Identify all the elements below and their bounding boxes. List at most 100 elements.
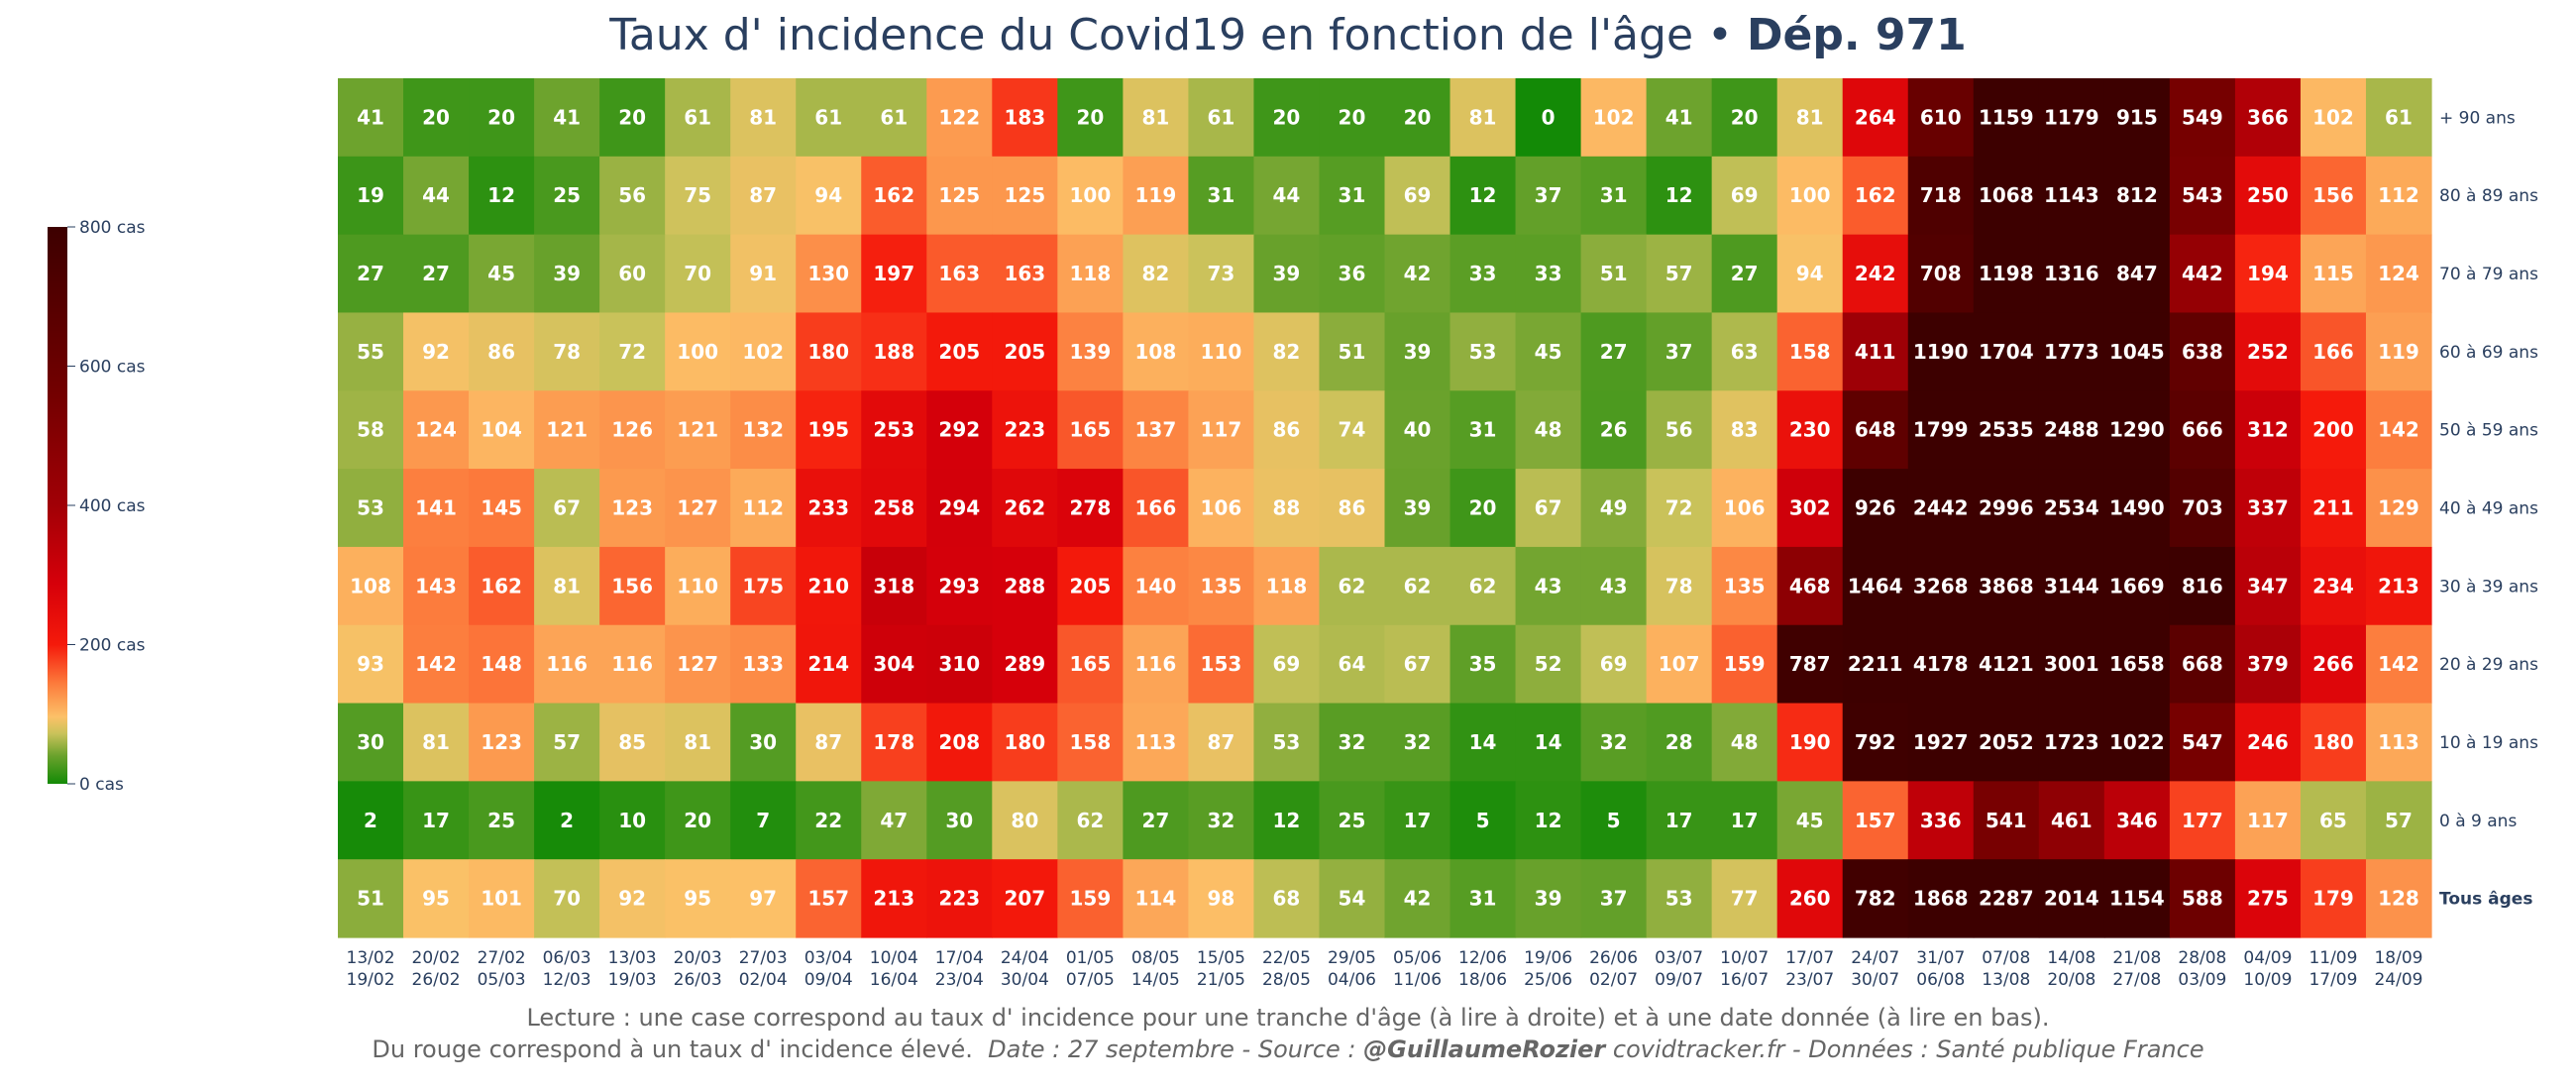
- heatmap-cell: [338, 781, 404, 860]
- heatmap-cell: [1319, 234, 1386, 314]
- cell-value-label: 116: [611, 652, 653, 676]
- heatmap-cell: [1711, 78, 1778, 158]
- cell-value-label: 468: [1789, 574, 1831, 598]
- cell-value-label: 14: [1535, 730, 1562, 754]
- x-tick-label: 31/07 06/08: [1916, 948, 1965, 990]
- cell-value-label: 157: [807, 887, 849, 911]
- heatmap-cell: [992, 234, 1058, 314]
- cell-value-label: 148: [481, 652, 522, 676]
- cell-value-label: 19: [357, 183, 384, 207]
- cell-value-label: 80: [1011, 809, 1038, 832]
- heatmap-cell: [2169, 546, 2236, 626]
- cell-value-label: 100: [1069, 183, 1111, 207]
- cell-value-label: 78: [553, 340, 581, 364]
- heatmap-cell: [1842, 78, 1909, 158]
- cell-value-label: 302: [1789, 496, 1831, 520]
- heatmap-cell: [534, 624, 600, 705]
- heatmap-cell: [469, 156, 535, 236]
- x-tick-start-date: 03/04: [805, 948, 853, 968]
- heatmap-cell: [1711, 859, 1778, 938]
- heatmap-cell: [1123, 781, 1190, 860]
- cell-value-label: 1068: [1979, 183, 2034, 207]
- cell-value-label: 42: [1404, 262, 1432, 285]
- heatmap-cell: [1123, 624, 1190, 705]
- cell-value-label: 40: [1404, 418, 1432, 442]
- cell-value-label: 91: [749, 262, 777, 285]
- heatmap-cell: [1253, 78, 1321, 158]
- cell-value-label: 82: [1141, 262, 1169, 285]
- cell-value-label: 112: [742, 496, 784, 520]
- heatmap-cell: [2103, 781, 2171, 860]
- x-tick-start-date: 26/06: [1589, 948, 1638, 968]
- cell-value-label: 208: [938, 730, 980, 754]
- cell-value-label: 98: [1207, 887, 1234, 911]
- heatmap-cell: [861, 624, 927, 705]
- heatmap-cell: [2234, 156, 2302, 236]
- x-tick-start-date: 06/03: [543, 948, 591, 968]
- cell-value-label: 178: [873, 730, 914, 754]
- heatmap-cell: [2365, 469, 2432, 548]
- heatmap-cell: [1123, 546, 1190, 626]
- heatmap-cell: [2234, 781, 2302, 860]
- x-tick-start-date: 10/04: [870, 948, 918, 968]
- heatmap-cell: [2169, 781, 2236, 860]
- heatmap-cell: [338, 78, 404, 158]
- colorbar: 0 cas 200 cas 400 cas 600 cas 800 cas: [48, 218, 146, 795]
- heatmap-cell: [2038, 624, 2105, 705]
- cell-value-label: 60: [618, 262, 646, 285]
- cell-value-label: 20: [1731, 105, 1759, 129]
- heatmap-cell: [1057, 624, 1124, 705]
- cell-value-label: 33: [1535, 262, 1562, 285]
- cell-value-label: 119: [1135, 183, 1177, 207]
- cell-value-label: 114: [1135, 887, 1177, 911]
- cell-value-label: 32: [1404, 730, 1432, 754]
- heatmap-cell: [2103, 703, 2171, 782]
- heatmap-cell: [403, 624, 470, 705]
- heatmap-cell: [1515, 156, 1582, 236]
- x-tick-label: 24/04 30/04: [1001, 948, 1049, 990]
- cell-value-label: 549: [2182, 105, 2223, 129]
- x-axis-labels: 13/02 19/02 20/02 26/02 27/02 05/03 06/03 12/03…: [347, 948, 2423, 990]
- heatmap-cell: [403, 312, 470, 391]
- heatmap-cell: [534, 859, 600, 938]
- cell-value-label: 72: [618, 340, 646, 364]
- cell-value-label: 20: [618, 105, 646, 129]
- heatmap-cell: [1842, 859, 1909, 938]
- cell-value-label: 275: [2247, 887, 2289, 911]
- y-tick-label: + 90 ans: [2439, 108, 2516, 128]
- heatmap-cell: [1449, 78, 1517, 158]
- heatmap-cell: [1188, 546, 1255, 626]
- heatmap-cell: [1515, 703, 1582, 782]
- heatmap-cell: [1842, 469, 1909, 548]
- cell-value-label: 57: [553, 730, 581, 754]
- cell-value-label: 195: [807, 418, 849, 442]
- cell-value-label: 123: [481, 730, 522, 754]
- heatmap-cell: [1384, 859, 1451, 938]
- cell-value-label: 117: [1201, 418, 1242, 442]
- heatmap-cell: [1057, 312, 1124, 391]
- cell-value-label: 33: [1469, 262, 1497, 285]
- cell-value-label: 915: [2116, 105, 2158, 129]
- cell-value-label: 1179: [2044, 105, 2099, 129]
- heatmap-cell: [469, 546, 535, 626]
- heatmap-cell: [534, 312, 600, 391]
- cell-value-label: 43: [1535, 574, 1562, 598]
- heatmap-cell: [1253, 703, 1321, 782]
- x-tick-start-date: 28/08: [2178, 948, 2226, 968]
- heatmap-cell: [1188, 781, 1255, 860]
- y-tick-label: 60 à 69 ans: [2439, 343, 2538, 363]
- cell-value-label: 142: [2378, 652, 2419, 676]
- heatmap-cell: [1449, 390, 1517, 470]
- cell-value-label: 165: [1069, 652, 1111, 676]
- cell-value-label: 25: [1339, 809, 1366, 832]
- x-tick-start-date: 17/07: [1785, 948, 1834, 968]
- x-tick-end-date: 05/03: [478, 970, 526, 990]
- heatmap-cell: [730, 469, 797, 548]
- cell-value-label: 51: [1339, 340, 1366, 364]
- cell-value-label: 12: [1469, 183, 1497, 207]
- cell-value-label: 442: [2182, 262, 2223, 285]
- x-tick-label: 15/05 21/05: [1197, 948, 1245, 990]
- heatmap-cell: [1384, 234, 1451, 314]
- cell-value-label: 72: [1665, 496, 1693, 520]
- heatmap-cell: [1907, 859, 1975, 938]
